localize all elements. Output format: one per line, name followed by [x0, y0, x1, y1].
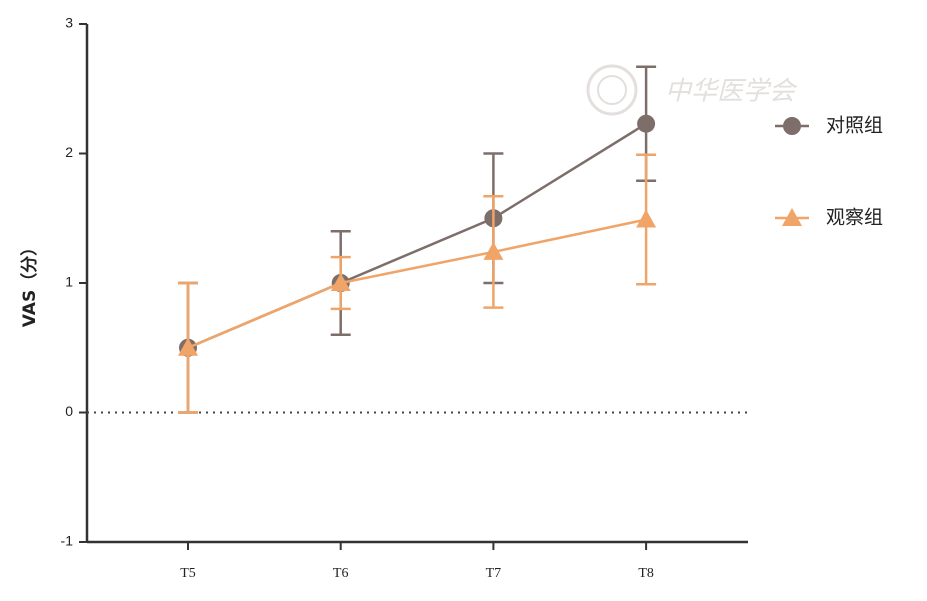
y-tick-label: 2	[65, 144, 73, 160]
y-tick-label: 1	[65, 274, 73, 290]
y-tick-label: -1	[61, 533, 74, 549]
point	[636, 209, 657, 228]
point	[483, 241, 504, 260]
watermark-text: 中华医学会	[665, 77, 798, 107]
y-tick-label: 3	[65, 15, 73, 31]
series-line	[187, 218, 647, 349]
watermark-logo	[586, 64, 638, 116]
x-tick-label: T7	[486, 566, 502, 581]
point	[637, 114, 656, 133]
series-line	[187, 122, 647, 349]
legend-label: 对照组	[826, 115, 883, 137]
watermark: 中华医学会	[586, 64, 798, 116]
point	[330, 273, 351, 291]
x-tick-label: T6	[333, 566, 349, 581]
point	[178, 337, 198, 356]
x-tick-label: T8	[638, 566, 654, 581]
watermark-logo	[597, 75, 627, 105]
x-tick-label: T5	[180, 566, 196, 581]
y-tick-label: 0	[65, 403, 73, 419]
legend-label: 观察组	[826, 207, 883, 229]
y-axis-label: VAS（分）	[19, 239, 40, 327]
